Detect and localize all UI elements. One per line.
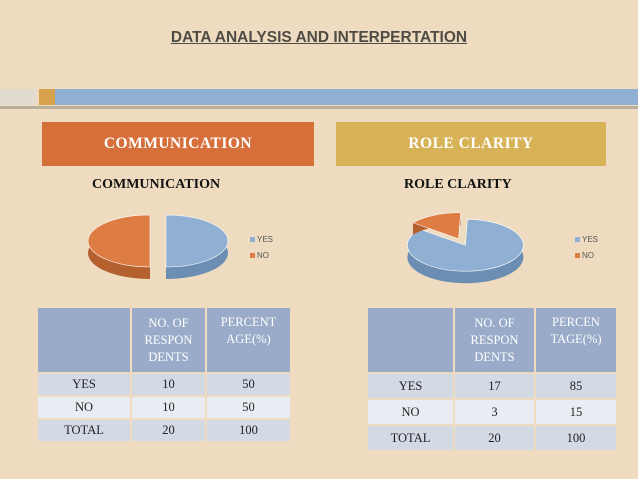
table-cell: 3 (455, 400, 534, 424)
table-header-row: NO. OF RESPON DENTS PERCENT AGE(%) (38, 308, 290, 372)
legend-swatch-no (250, 252, 255, 258)
role-clarity-legend: YES NO (575, 231, 598, 263)
communication-chart-title: COMMUNICATION (92, 177, 221, 192)
role-clarity-header: ROLE CLARITY (336, 122, 606, 166)
table-header-cell-empty (368, 308, 453, 372)
table-row: TOTAL 20 100 (368, 426, 616, 450)
table-cell: 20 (132, 420, 205, 441)
communication-table: NO. OF RESPON DENTS PERCENT AGE(%) YES 1… (36, 306, 292, 443)
table-header-row: NO. OF RESPON DENTS PERCEN TAGE(%) (368, 308, 616, 372)
table-cell: 50 (207, 397, 290, 418)
header-line: AGE(%) (226, 332, 271, 346)
decorative-band-square (39, 89, 55, 105)
header-line: PERCEN (552, 315, 600, 329)
table-cell: 50 (207, 374, 290, 395)
header-line: TAGE(%) (550, 332, 602, 346)
table-header-cell-percentage: PERCENT AGE(%) (207, 308, 290, 372)
communication-legend: YES NO (250, 231, 273, 263)
pie-slice-no (87, 214, 151, 268)
table-cell: 10 (132, 397, 205, 418)
table-cell: YES (38, 374, 130, 395)
header-line: RESPON (470, 332, 519, 347)
table-cell: 17 (455, 374, 534, 398)
table-cell: NO (38, 397, 130, 418)
decorative-band-left (0, 89, 36, 105)
legend-swatch-yes (250, 236, 255, 242)
table-header-cell-respondents: NO. OF RESPON DENTS (132, 308, 205, 372)
table-cell: 20 (455, 426, 534, 450)
table-cell: TOTAL (38, 420, 130, 441)
legend-swatch-no (575, 252, 580, 258)
header-line: DENTS (474, 349, 515, 364)
header-line: DENTS (148, 349, 189, 364)
header-line: RESPON (144, 332, 193, 347)
role-clarity-pie-chart (407, 212, 524, 284)
role-clarity-table: NO. OF RESPON DENTS PERCEN TAGE(%) YES 1… (366, 306, 618, 452)
communication-pie-chart (87, 214, 229, 279)
decorative-band-right (40, 89, 638, 105)
table-cell: TOTAL (368, 426, 453, 450)
header-line: NO. OF (474, 315, 515, 330)
role-clarity-chart-title: ROLE CLARITY (404, 177, 512, 192)
communication-header: COMMUNICATION (42, 122, 314, 166)
table-cell: 15 (536, 400, 616, 424)
legend-swatch-yes (575, 236, 580, 242)
legend-item-no: NO (250, 247, 273, 263)
table-row: NO 3 15 (368, 400, 616, 424)
legend-label-no: NO (582, 250, 594, 260)
page-title: DATA ANALYSIS AND INTERPERTATION (170, 29, 468, 46)
legend-label-no: NO (257, 250, 269, 260)
table-row: TOTAL 20 100 (38, 420, 290, 441)
table-row: YES 10 50 (38, 374, 290, 395)
table-row: NO 10 50 (38, 397, 290, 418)
table-cell: 85 (536, 374, 616, 398)
table-cell: YES (368, 374, 453, 398)
header-line: PERCENT (220, 315, 277, 329)
legend-item-no: NO (575, 247, 598, 263)
table-row: YES 17 85 (368, 374, 616, 398)
table-cell: NO (368, 400, 453, 424)
pie-slice-yes (165, 214, 229, 268)
header-line: NO. OF (148, 315, 189, 330)
legend-label-yes: YES (257, 234, 274, 244)
table-header-cell-respondents: NO. OF RESPON DENTS (455, 308, 534, 372)
decorative-band-line (0, 106, 638, 109)
table-header-cell-percentage: PERCEN TAGE(%) (536, 308, 616, 372)
legend-item-yes: YES (250, 231, 273, 247)
table-cell: 10 (132, 374, 205, 395)
pie-slice-yes (407, 218, 524, 272)
table-cell: 100 (207, 420, 290, 441)
table-cell: 100 (536, 426, 616, 450)
pie-slice-no (412, 212, 461, 240)
table-header-cell-empty (38, 308, 130, 372)
legend-item-yes: YES (575, 231, 598, 247)
legend-label-yes: YES (582, 234, 599, 244)
